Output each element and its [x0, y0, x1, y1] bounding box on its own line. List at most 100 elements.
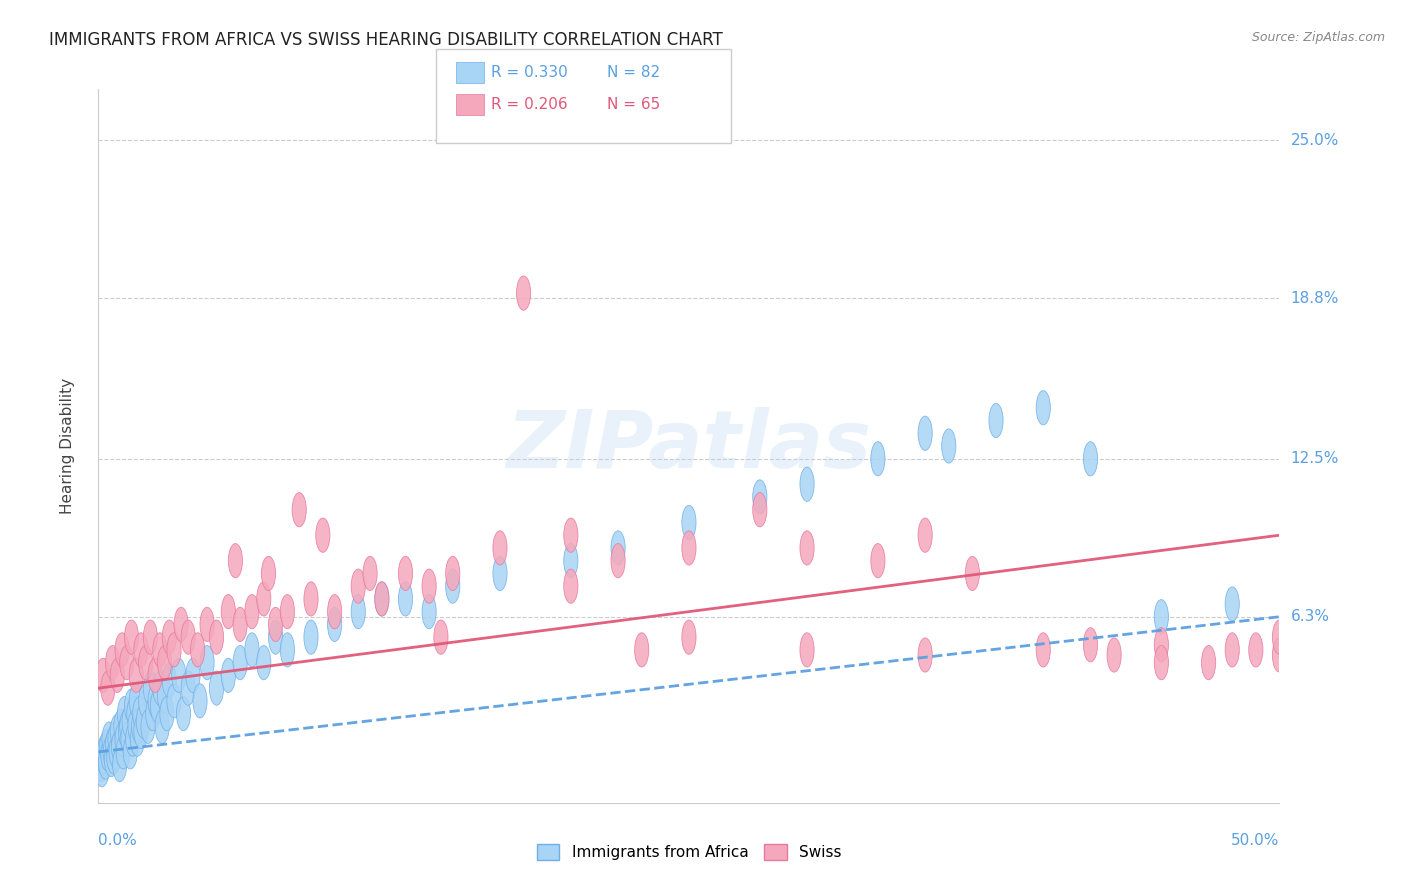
- Ellipse shape: [101, 738, 115, 772]
- Ellipse shape: [94, 747, 108, 781]
- Ellipse shape: [124, 620, 139, 654]
- Ellipse shape: [122, 704, 136, 739]
- Ellipse shape: [129, 684, 143, 718]
- Ellipse shape: [162, 620, 176, 654]
- Ellipse shape: [107, 739, 121, 774]
- Text: IMMIGRANTS FROM AFRICA VS SWISS HEARING DISABILITY CORRELATION CHART: IMMIGRANTS FROM AFRICA VS SWISS HEARING …: [49, 31, 723, 49]
- Ellipse shape: [800, 632, 814, 667]
- Ellipse shape: [132, 697, 146, 731]
- Ellipse shape: [918, 417, 932, 450]
- Ellipse shape: [352, 595, 366, 629]
- Ellipse shape: [434, 620, 449, 654]
- Ellipse shape: [104, 742, 118, 777]
- Ellipse shape: [115, 632, 129, 667]
- Ellipse shape: [150, 689, 165, 723]
- Ellipse shape: [124, 689, 139, 723]
- Ellipse shape: [233, 646, 247, 680]
- Ellipse shape: [966, 557, 980, 591]
- Text: 25.0%: 25.0%: [1291, 133, 1339, 148]
- Ellipse shape: [121, 722, 135, 756]
- Y-axis label: Hearing Disability: Hearing Disability: [60, 378, 75, 514]
- Ellipse shape: [117, 697, 132, 731]
- Ellipse shape: [304, 620, 318, 654]
- Ellipse shape: [257, 582, 271, 616]
- Ellipse shape: [233, 607, 247, 641]
- Ellipse shape: [494, 557, 508, 591]
- Ellipse shape: [446, 569, 460, 603]
- Ellipse shape: [221, 658, 235, 692]
- Ellipse shape: [134, 714, 148, 748]
- Ellipse shape: [262, 557, 276, 591]
- Ellipse shape: [112, 747, 127, 781]
- Ellipse shape: [1154, 599, 1168, 634]
- Ellipse shape: [800, 467, 814, 501]
- Ellipse shape: [103, 735, 117, 769]
- Ellipse shape: [125, 722, 139, 756]
- Ellipse shape: [564, 543, 578, 578]
- Ellipse shape: [1036, 391, 1050, 425]
- Ellipse shape: [375, 582, 389, 616]
- Ellipse shape: [988, 403, 1002, 438]
- Ellipse shape: [110, 714, 124, 748]
- Ellipse shape: [143, 620, 157, 654]
- Ellipse shape: [105, 727, 120, 761]
- Text: Source: ZipAtlas.com: Source: ZipAtlas.com: [1251, 31, 1385, 45]
- Ellipse shape: [1272, 638, 1286, 672]
- Ellipse shape: [328, 595, 342, 629]
- Ellipse shape: [100, 730, 114, 764]
- Ellipse shape: [612, 531, 626, 565]
- Ellipse shape: [269, 620, 283, 654]
- Ellipse shape: [155, 709, 169, 743]
- Ellipse shape: [516, 276, 530, 310]
- Ellipse shape: [280, 595, 294, 629]
- Text: R = 0.206: R = 0.206: [491, 97, 567, 112]
- Ellipse shape: [193, 684, 207, 718]
- Ellipse shape: [1272, 620, 1286, 654]
- Legend: Immigrants from Africa, Swiss: Immigrants from Africa, Swiss: [530, 838, 848, 866]
- Ellipse shape: [1084, 442, 1098, 475]
- Ellipse shape: [108, 722, 122, 756]
- Ellipse shape: [117, 735, 131, 769]
- Ellipse shape: [245, 632, 259, 667]
- Ellipse shape: [1036, 632, 1050, 667]
- Ellipse shape: [398, 557, 412, 591]
- Ellipse shape: [124, 735, 138, 769]
- Ellipse shape: [942, 429, 956, 463]
- Ellipse shape: [174, 607, 188, 641]
- Ellipse shape: [167, 684, 181, 718]
- Ellipse shape: [870, 442, 884, 475]
- Ellipse shape: [375, 582, 389, 616]
- Text: N = 82: N = 82: [607, 65, 661, 79]
- Ellipse shape: [96, 739, 110, 774]
- Ellipse shape: [153, 671, 167, 706]
- Ellipse shape: [114, 709, 128, 743]
- Ellipse shape: [110, 735, 124, 769]
- Ellipse shape: [221, 595, 235, 629]
- Ellipse shape: [131, 722, 145, 756]
- Ellipse shape: [1202, 646, 1216, 680]
- Ellipse shape: [101, 671, 115, 706]
- Text: 6.3%: 6.3%: [1291, 609, 1330, 624]
- Ellipse shape: [682, 506, 696, 540]
- Ellipse shape: [120, 646, 134, 680]
- Ellipse shape: [129, 658, 143, 692]
- Ellipse shape: [257, 646, 271, 680]
- Ellipse shape: [1249, 632, 1263, 667]
- Ellipse shape: [143, 671, 157, 706]
- Ellipse shape: [422, 595, 436, 629]
- Ellipse shape: [280, 632, 294, 667]
- Ellipse shape: [146, 697, 160, 731]
- Ellipse shape: [97, 735, 111, 769]
- Ellipse shape: [1154, 646, 1168, 680]
- Ellipse shape: [918, 638, 932, 672]
- Ellipse shape: [157, 679, 172, 713]
- Text: N = 65: N = 65: [607, 97, 661, 112]
- Ellipse shape: [110, 658, 124, 692]
- Ellipse shape: [120, 709, 134, 743]
- Ellipse shape: [304, 582, 318, 616]
- Text: 12.5%: 12.5%: [1291, 451, 1339, 467]
- Ellipse shape: [157, 646, 172, 680]
- Ellipse shape: [105, 646, 120, 680]
- Ellipse shape: [186, 658, 200, 692]
- Ellipse shape: [800, 531, 814, 565]
